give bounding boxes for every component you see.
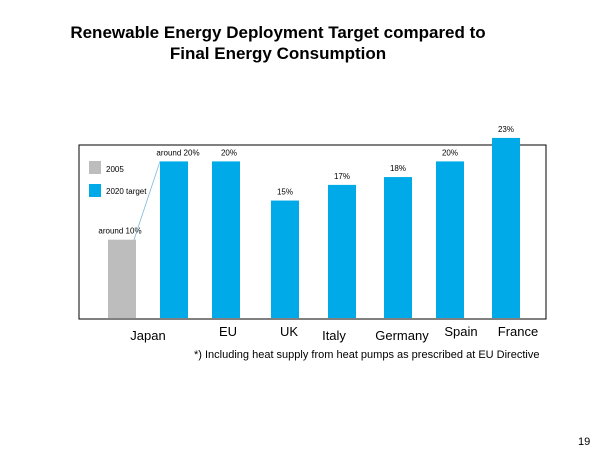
legend-label-2020-target: 2020 target xyxy=(106,187,147,196)
data-label-italy-2020-target: 17% xyxy=(334,172,350,181)
data-label-uk-2020-target: 15% xyxy=(277,188,293,197)
bar-japan-2005 xyxy=(108,239,136,318)
footnote: *) Including heat supply from heat pumps… xyxy=(194,349,540,361)
bar-spain-2020-target xyxy=(436,161,464,318)
chart-legend: 2005 2020 target xyxy=(89,161,147,197)
page-number: 19 xyxy=(578,436,591,448)
chart-frame xyxy=(78,144,547,320)
legend-swatch-2005 xyxy=(89,161,101,174)
bar-france-2020-target xyxy=(492,137,520,318)
bar-germany-2020-target xyxy=(384,177,412,318)
japan-connector-line xyxy=(133,161,161,240)
x-label-uk: UK xyxy=(280,324,298,339)
x-label-italy: Italy xyxy=(322,328,346,343)
bar-uk-2020-target xyxy=(271,200,299,318)
bar-italy-2020-target xyxy=(328,184,356,318)
x-label-germany: Germany xyxy=(375,328,429,343)
legend-swatch-2020-target xyxy=(89,184,101,197)
data-label-eu-2020-target: 20% xyxy=(221,148,237,157)
title-line-2: Final Energy Consumption xyxy=(169,44,387,63)
x-label-japan: Japan xyxy=(130,328,165,343)
chart-marks: around 10% around 20% 20% 15% 17% 18% 20% 23% xyxy=(98,125,520,318)
data-label-japan-2020-target: around 20% xyxy=(156,148,199,157)
data-label-germany-2020-target: 18% xyxy=(390,164,406,173)
page-title: Renewable Energy Deployment Target compa… xyxy=(0,22,556,64)
x-label-spain: Spain xyxy=(444,324,477,339)
data-label-japan-2005: around 10% xyxy=(98,227,141,236)
bar-japan-2020-target xyxy=(160,161,188,318)
x-label-france: France xyxy=(498,324,538,339)
data-label-france-2020-target: 23% xyxy=(498,125,514,134)
title-line-1: Renewable Energy Deployment Target compa… xyxy=(70,23,486,42)
bar-eu-2020-target xyxy=(212,161,240,318)
data-label-spain-2020-target: 20% xyxy=(442,148,458,157)
legend-label-2005: 2005 xyxy=(106,165,124,174)
x-axis-labels: Japan EU UK Italy Germany Spain France xyxy=(130,324,538,343)
x-label-eu: EU xyxy=(219,324,237,339)
